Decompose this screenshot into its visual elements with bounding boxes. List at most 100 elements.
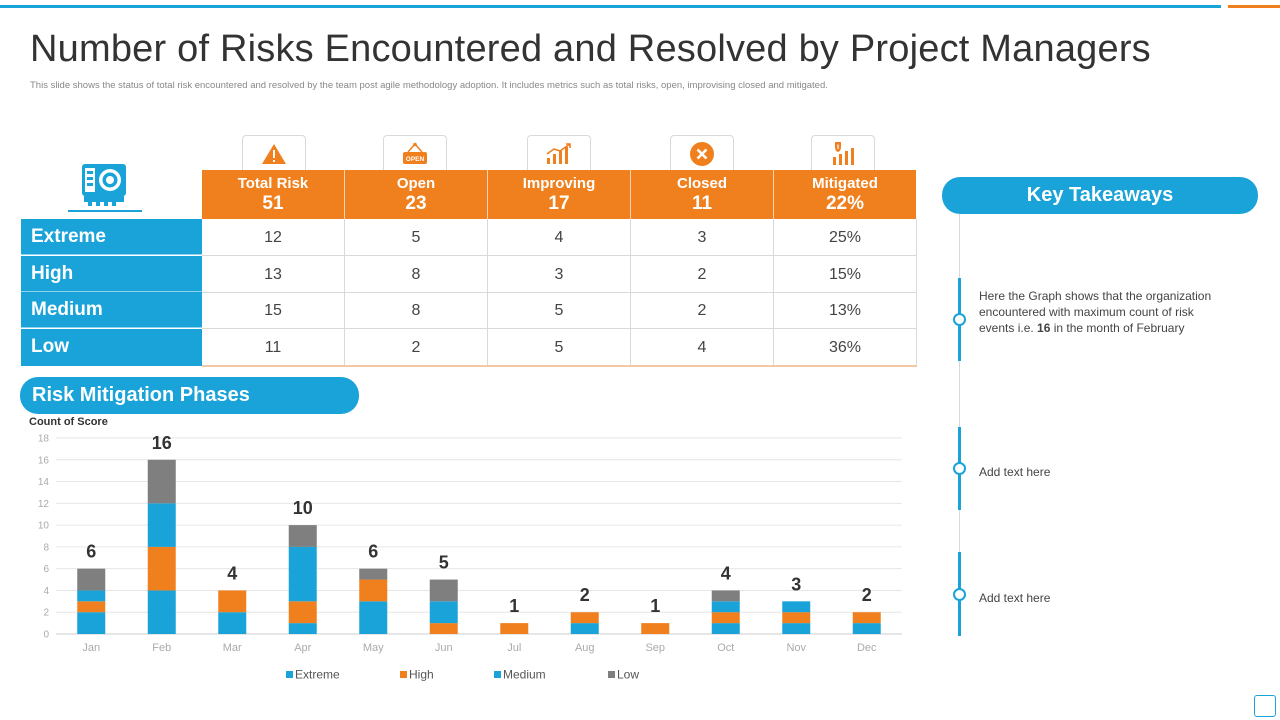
table-cell: 2 [631, 256, 774, 293]
bar-total-label: 4 [721, 563, 731, 583]
bar-segment-extreme [782, 623, 811, 634]
table-cell: 13% [774, 292, 917, 329]
table-cell: 5 [488, 329, 631, 366]
shield-chart-icon [811, 135, 875, 171]
page-title: Number of Risks Encountered and Resolved… [30, 28, 1151, 70]
header-value: 11 [691, 193, 713, 214]
table-cell: 5 [488, 292, 631, 329]
bar-total-label: 4 [227, 563, 237, 583]
legend-swatch [494, 671, 501, 678]
table-cell: 2 [345, 329, 488, 366]
bar-segment-medium [782, 601, 811, 613]
legend-label: Medium [503, 668, 546, 682]
bar-total-label: 1 [509, 596, 519, 616]
takeaway-text: Here the Graph shows that the organizati… [979, 289, 1212, 335]
y-tick-label: 6 [43, 564, 49, 575]
bar-segment-extreme [570, 623, 599, 634]
slide-corner-box [1254, 695, 1276, 717]
bar-segment-low [288, 525, 317, 547]
header-value: 23 [405, 193, 427, 214]
bar-segment-high [147, 546, 176, 591]
page-subtitle: This slide shows the status of total ris… [30, 80, 828, 91]
bar-segment-extreme [77, 612, 106, 634]
bar-total-label: 2 [862, 585, 872, 605]
header-improving: Improving 17 [488, 170, 631, 219]
open-sign-icon: OPEN [383, 135, 447, 171]
x-tick-label: May [363, 642, 384, 654]
y-tick-label: 16 [38, 455, 50, 466]
header-value: 51 [262, 193, 284, 214]
bar-segment-extreme [359, 601, 388, 634]
legend-label: Extreme [295, 668, 340, 682]
bar-segment-medium [429, 601, 458, 624]
y-tick-label: 14 [38, 477, 50, 488]
top-accent-bar-orange [1228, 5, 1280, 8]
x-tick-label: Feb [152, 642, 171, 654]
legend-label: High [409, 668, 434, 682]
header-value: 17 [548, 193, 570, 214]
header-label: Open [396, 175, 436, 192]
x-tick-label: Mar [223, 642, 242, 654]
legend-swatch [400, 671, 407, 678]
growth-chart-icon [527, 135, 591, 171]
x-tick-label: Apr [294, 642, 311, 654]
bar-segment-low [359, 568, 388, 580]
timeline-dot [953, 462, 966, 475]
table-cell: 5 [345, 219, 488, 256]
bar-segment-high [711, 612, 740, 624]
table-cell: 3 [631, 219, 774, 256]
table-cell: 12 [202, 219, 345, 256]
takeaway-text: Add text here [979, 465, 1051, 479]
bar-segment-extreme [218, 612, 247, 634]
stacked-bar-chart: 0246810121416186Jan16Feb4Mar10Apr6May5Ju… [38, 433, 902, 682]
x-tick-label: Jun [435, 642, 453, 654]
bar-segment-high [288, 601, 317, 624]
table-cell: 36% [774, 329, 917, 366]
header-open: Open 23 [345, 170, 488, 219]
row-label-low: Low [21, 329, 202, 366]
bar-segment-high [77, 601, 106, 613]
bar-segment-medium [288, 546, 317, 602]
bar-total-label: 6 [368, 542, 378, 562]
header-label: Mitigated [812, 175, 878, 192]
takeaway-text: Add text here [979, 591, 1051, 605]
bar-total-label: 6 [86, 542, 96, 562]
row-label-extreme: Extreme [21, 219, 202, 255]
y-tick-label: 4 [43, 586, 49, 597]
chart-y-axis-label: Count of Score [29, 416, 108, 428]
top-accent-bar [0, 5, 1221, 8]
header-mitigated: Mitigated 22% [774, 170, 916, 219]
table-cell: 15 [202, 292, 345, 329]
x-tick-label: Nov [786, 642, 806, 654]
timeline-dot [953, 313, 966, 326]
bar-total-label: 1 [650, 596, 660, 616]
table-cell: 15% [774, 256, 917, 293]
bar-total-label: 3 [791, 574, 801, 594]
timeline-line [959, 214, 960, 636]
risk-dashboard-icon [66, 160, 144, 216]
bar-segment-high [429, 623, 458, 634]
bar-segment-medium [711, 601, 740, 613]
table-cell: 4 [631, 329, 774, 366]
warning-icon [242, 135, 306, 171]
bar-segment-high [359, 579, 388, 602]
bar-segment-extreme [147, 590, 176, 634]
header-total-risk: Total Risk 51 [202, 170, 345, 219]
legend-label: Low [617, 668, 639, 682]
table-cell: 2 [631, 292, 774, 329]
bar-segment-extreme [288, 623, 317, 634]
row-label-medium: Medium [21, 292, 202, 328]
svg-text:OPEN: OPEN [406, 156, 425, 163]
bar-total-label: 10 [293, 498, 313, 518]
table-cell: 3 [488, 256, 631, 293]
x-tick-label: Aug [575, 642, 595, 654]
bar-segment-high [570, 612, 599, 624]
bar-total-label: 2 [580, 585, 590, 605]
timeline-dot [953, 588, 966, 601]
bar-segment-low [77, 568, 106, 591]
bar-segment-low [711, 590, 740, 602]
y-tick-label: 8 [43, 542, 49, 553]
y-tick-label: 12 [38, 499, 50, 510]
key-takeaways-title: Key Takeaways [942, 177, 1258, 214]
x-tick-label: Dec [857, 642, 877, 654]
